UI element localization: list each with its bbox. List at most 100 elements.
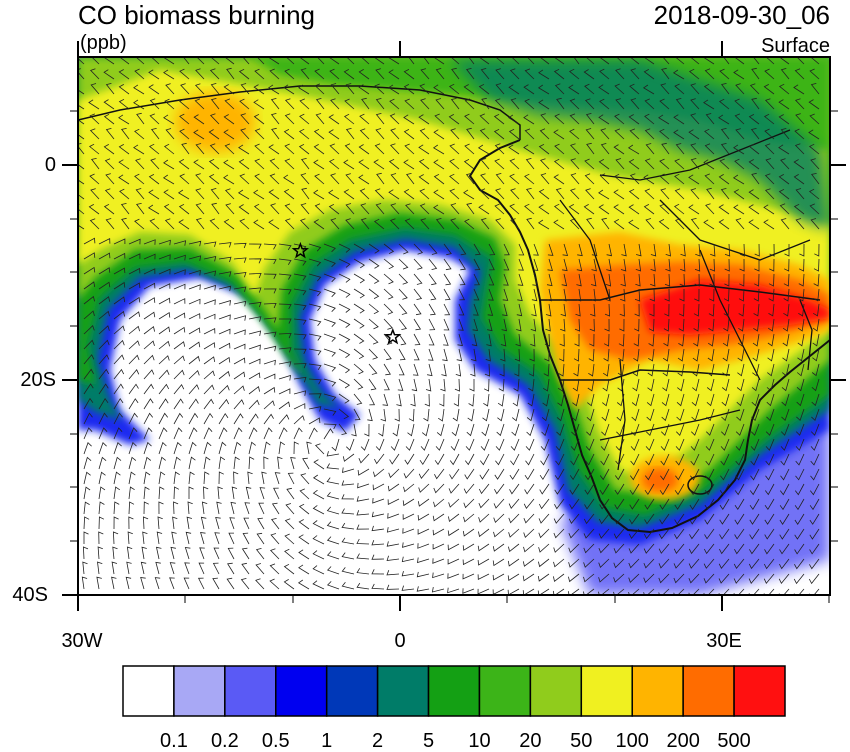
wind-barb — [277, 456, 283, 470]
wind-barb — [541, 423, 550, 437]
wind-barb — [763, 219, 775, 230]
wind-barb — [158, 398, 169, 410]
wind-barb — [710, 243, 716, 257]
wind-barb — [403, 69, 415, 80]
wind-barb — [659, 498, 670, 510]
wind-barb — [554, 143, 565, 155]
wind-barb — [383, 303, 394, 315]
wind-barb — [524, 173, 535, 185]
wind-barb — [598, 543, 610, 554]
wind-barb — [748, 573, 760, 584]
wind-barb — [98, 310, 110, 320]
wind-barb — [188, 398, 199, 410]
wind-barb — [450, 438, 460, 451]
wind-barb — [572, 378, 580, 392]
wind-barb — [478, 513, 490, 523]
wind-barb — [748, 143, 760, 155]
wind-barb — [259, 487, 266, 500]
wind-barb — [616, 57, 625, 65]
wind-barb — [779, 203, 790, 215]
wind-barb — [386, 555, 400, 561]
wind-barb — [341, 494, 355, 500]
wind-barb — [733, 573, 745, 584]
wind-barb — [765, 423, 775, 436]
wind-barb — [720, 128, 730, 140]
wind-barb — [635, 258, 642, 272]
wind-barb — [674, 173, 685, 185]
lat-label: 0 — [44, 154, 56, 176]
wind-barb — [386, 570, 400, 576]
wind-barb — [383, 378, 390, 391]
wind-barb — [764, 128, 775, 140]
wind-barb — [368, 378, 377, 391]
wind-barb — [735, 438, 745, 451]
wind-barb — [203, 299, 216, 305]
wind-barb — [98, 237, 111, 245]
wind-barb — [173, 240, 187, 246]
colorbar-swatch — [376, 665, 430, 717]
wind-barb — [633, 333, 640, 347]
wind-barb — [779, 528, 790, 540]
wind-barb — [691, 423, 700, 436]
wind-barb — [338, 273, 351, 283]
wind-barb — [502, 303, 508, 317]
wind-barb — [576, 273, 582, 287]
wind-barb — [721, 83, 730, 95]
wind-barb — [433, 129, 445, 140]
wind-barb — [342, 467, 355, 473]
wind-barb — [78, 84, 85, 95]
wind-barb — [690, 158, 700, 170]
wind-barb — [604, 318, 610, 332]
wind-barb — [784, 244, 790, 257]
map-title: CO biomass burning — [78, 0, 315, 30]
wind-barb — [368, 318, 379, 330]
wind-barb — [614, 498, 625, 510]
wind-barb — [493, 528, 505, 538]
colorbar-swatch — [173, 665, 226, 717]
wind-barb — [135, 203, 145, 215]
wind-barb — [253, 219, 265, 230]
wind-barb — [133, 99, 145, 110]
wind-barb — [156, 531, 163, 545]
wind-barb — [338, 363, 351, 374]
wind-barb — [705, 203, 715, 215]
wind-barb — [783, 303, 790, 317]
wind-barb — [300, 203, 310, 215]
wind-barb — [263, 345, 277, 352]
wind-barb — [187, 501, 193, 515]
wind-barb — [394, 408, 400, 422]
wind-barb — [203, 398, 214, 410]
wind-barb — [338, 333, 351, 343]
wind-barb — [203, 370, 215, 380]
wind-barb — [523, 513, 535, 524]
wind-barb — [449, 143, 460, 155]
wind-barb — [799, 243, 805, 257]
wind-barb — [313, 159, 325, 170]
wind-barb — [764, 483, 775, 496]
wind-barb — [704, 498, 715, 510]
wind-barb — [279, 318, 292, 324]
wind-barb — [495, 57, 505, 65]
wind-barb — [537, 219, 550, 230]
wind-barb — [283, 563, 295, 575]
wind-barb — [794, 68, 805, 80]
wind-barb — [113, 456, 122, 470]
wind-barb — [128, 398, 139, 410]
wind-barb — [210, 188, 220, 200]
wind-barb — [341, 581, 355, 590]
wind-barb — [447, 543, 460, 551]
wind-barb — [509, 68, 520, 80]
wind-barb — [724, 258, 730, 272]
wind-barb — [402, 513, 415, 520]
wind-barb — [495, 68, 505, 80]
wind-barb — [517, 273, 524, 286]
wind-barb — [286, 487, 295, 500]
wind-barb — [119, 188, 130, 200]
wind-barb — [540, 438, 550, 451]
wind-barb — [690, 453, 700, 466]
wind-barb — [544, 333, 551, 347]
wind-barb — [254, 173, 265, 185]
wind-barb — [143, 354, 155, 365]
wind-barb — [486, 333, 492, 347]
wind-barb — [368, 273, 380, 284]
